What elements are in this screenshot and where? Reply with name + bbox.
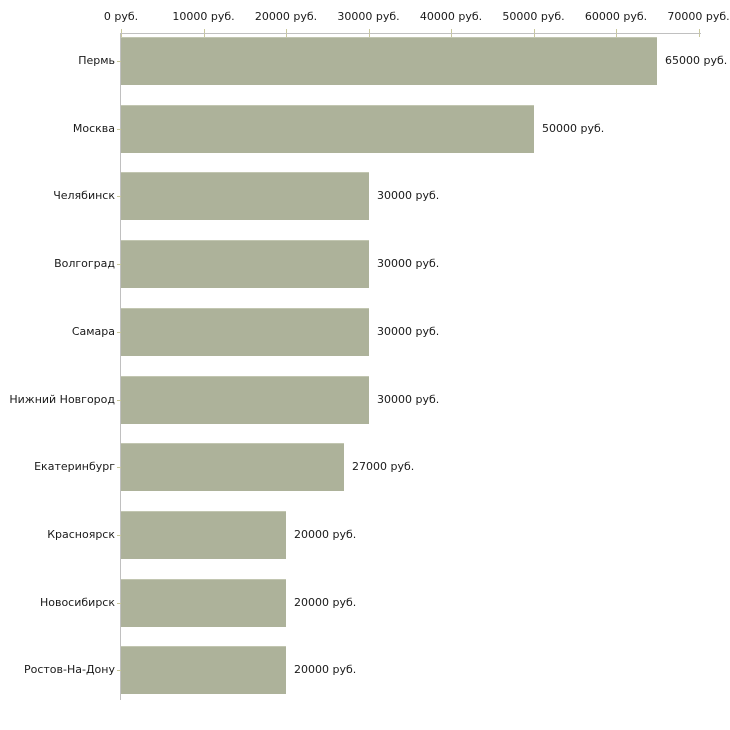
bar-2 xyxy=(121,105,534,153)
category-label: Екатеринбург xyxy=(34,460,115,473)
category-label: Самара xyxy=(71,325,115,338)
x-axis-tick-label: 40000 руб. xyxy=(419,10,483,23)
category-tick-mark xyxy=(117,61,122,62)
value-label: 20000 руб. xyxy=(294,528,357,541)
value-label: 27000 руб. xyxy=(352,460,415,473)
category-label: Ростов-На-Дону xyxy=(23,663,115,676)
category-label: Нижний Новгород xyxy=(9,393,115,406)
category-tick-mark xyxy=(117,603,122,604)
value-label: 30000 руб. xyxy=(377,189,440,202)
bar-9 xyxy=(121,579,286,627)
bar-8 xyxy=(121,511,286,559)
category-label: Волгоград xyxy=(54,257,115,270)
value-label: 20000 руб. xyxy=(294,663,357,676)
y-axis-line xyxy=(120,33,121,700)
value-label: 20000 руб. xyxy=(294,596,357,609)
bar-7 xyxy=(121,443,344,491)
value-label: 30000 руб. xyxy=(377,393,440,406)
bar-6 xyxy=(121,376,369,424)
x-axis-tick-label: 60000 руб. xyxy=(584,10,648,23)
bar-3 xyxy=(121,172,369,220)
category-tick-mark xyxy=(117,129,122,130)
category-label: Пермь xyxy=(78,54,115,67)
x-axis-line xyxy=(120,33,701,34)
bar-4 xyxy=(121,240,369,288)
category-tick-mark xyxy=(117,535,122,536)
x-axis-tick-label: 20000 руб. xyxy=(254,10,318,23)
category-label: Челябинск xyxy=(53,189,115,202)
bar-5 xyxy=(121,308,369,356)
category-label: Красноярск xyxy=(47,528,115,541)
category-tick-mark xyxy=(117,332,122,333)
category-label: Новосибирск xyxy=(39,596,115,609)
value-label: 50000 руб. xyxy=(542,122,605,135)
bar-10 xyxy=(121,646,286,694)
value-label: 30000 руб. xyxy=(377,325,440,338)
value-label: 65000 руб. xyxy=(665,54,728,67)
x-axis-tick-label: 70000 руб. xyxy=(667,10,730,23)
category-tick-mark xyxy=(117,400,122,401)
x-axis-tick-label: 50000 руб. xyxy=(502,10,565,23)
bar-1 xyxy=(121,37,657,85)
x-axis-tick-label: 0 руб. xyxy=(103,10,139,23)
category-tick-mark xyxy=(117,670,122,671)
category-tick-mark xyxy=(117,264,122,265)
category-tick-mark xyxy=(117,196,122,197)
x-axis-tick-label: 30000 руб. xyxy=(337,10,400,23)
category-tick-mark xyxy=(117,467,122,468)
category-label: Москва xyxy=(72,122,115,135)
value-label: 30000 руб. xyxy=(377,257,440,270)
x-axis-tick-label: 10000 руб. xyxy=(172,10,235,23)
